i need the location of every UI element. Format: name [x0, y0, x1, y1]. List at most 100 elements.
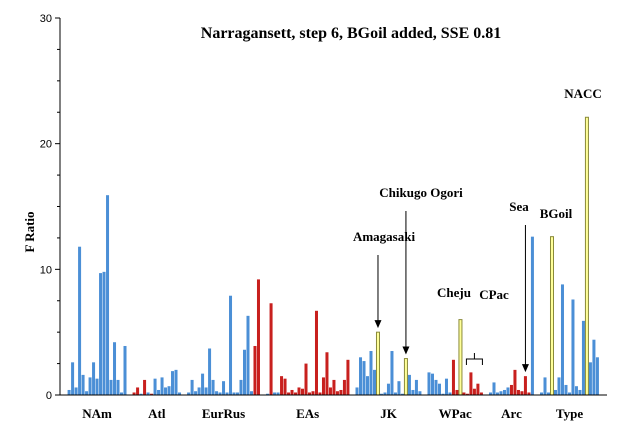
- bar: [462, 392, 466, 395]
- y-tick-label: 30: [40, 13, 52, 25]
- bar: [95, 378, 99, 395]
- x-group-label: NAm: [82, 406, 112, 421]
- bar: [437, 383, 441, 395]
- bar: [383, 392, 387, 395]
- bar: [201, 373, 205, 395]
- bar: [581, 320, 585, 395]
- bar: [102, 271, 106, 395]
- bar: [204, 387, 208, 395]
- chart-title: Narragansett, step 6, BGoil added, SSE 0…: [201, 25, 501, 42]
- bar: [171, 371, 175, 395]
- bar: [427, 372, 431, 395]
- bar: [549, 236, 554, 396]
- bar: [553, 389, 557, 395]
- bar: [287, 392, 291, 395]
- bar: [178, 392, 182, 395]
- annotation-arrowhead: [402, 346, 410, 355]
- bar: [444, 378, 448, 395]
- bar: [197, 387, 201, 395]
- x-group-label: EurRus: [202, 406, 245, 421]
- bar: [455, 389, 459, 395]
- bar: [578, 389, 582, 395]
- bar: [153, 378, 157, 395]
- bar: [495, 392, 499, 395]
- bar: [400, 393, 404, 395]
- bar: [222, 381, 226, 395]
- bar: [256, 279, 260, 395]
- bar: [276, 392, 280, 395]
- bar: [88, 377, 92, 395]
- bar: [328, 387, 332, 395]
- bar: [479, 392, 483, 395]
- x-group-label: WPac: [439, 406, 472, 421]
- bar: [465, 393, 469, 395]
- bar: [139, 393, 143, 395]
- bar: [506, 387, 510, 395]
- bar: [273, 392, 277, 395]
- annotation-label: Chikugo Ogori: [379, 185, 463, 200]
- bar: [411, 389, 415, 395]
- bar: [136, 387, 140, 395]
- bar: [369, 351, 373, 395]
- bar: [269, 303, 273, 395]
- bar: [187, 392, 191, 395]
- bar: [560, 284, 564, 395]
- annotation-label: Sea: [509, 199, 529, 214]
- bar: [120, 392, 124, 395]
- bar: [116, 379, 120, 395]
- bar: [229, 295, 233, 395]
- bar: [346, 359, 350, 395]
- annotation-label: BGoil: [540, 206, 573, 221]
- bar: [164, 387, 168, 395]
- bar: [386, 383, 390, 395]
- bar: [355, 387, 359, 395]
- bar: [523, 376, 527, 395]
- bar: [174, 369, 178, 395]
- bar: [232, 392, 236, 395]
- bar: [225, 392, 229, 395]
- y-tick-label: 0: [46, 390, 52, 402]
- bar: [314, 310, 318, 395]
- bar: [215, 391, 219, 395]
- annotation-layer: Amagasaki Chikugo Ogori Cheju CPac Sea BGoil N…: [353, 86, 602, 373]
- bar: [249, 391, 253, 395]
- bar: [379, 393, 383, 395]
- bar: [530, 236, 534, 395]
- bar: [342, 379, 346, 395]
- bar: [208, 348, 212, 395]
- bar: [390, 351, 394, 395]
- bars-layer: [67, 116, 599, 396]
- bar: [469, 372, 473, 395]
- bar: [132, 392, 136, 395]
- x-group-label: Type: [556, 406, 583, 421]
- bar: [74, 387, 78, 395]
- bar: [592, 339, 596, 395]
- bar: [335, 391, 339, 395]
- bar: [359, 357, 363, 395]
- bar: [441, 393, 445, 395]
- bar: [476, 383, 480, 395]
- bar: [499, 391, 503, 395]
- bar: [458, 319, 463, 396]
- bar: [397, 381, 401, 395]
- y-axis-label: F Ratio: [22, 211, 37, 252]
- bar: [332, 379, 336, 395]
- bar: [492, 382, 496, 395]
- bar: [366, 376, 370, 395]
- x-group-label: Arc: [501, 406, 522, 421]
- bar: [81, 374, 85, 395]
- bar: [113, 342, 117, 395]
- bar: [311, 391, 315, 395]
- x-group-label: Atl: [148, 406, 166, 421]
- axes-layer: 0 10 20 30 NAm Atl EurRus EAs JK WPac Arc Type: [40, 13, 607, 421]
- bar: [143, 379, 147, 395]
- bar: [571, 299, 575, 395]
- bar: [520, 391, 524, 395]
- annotation-label: NACC: [564, 86, 602, 101]
- bar: [513, 369, 517, 395]
- bar: [294, 392, 298, 395]
- bar: [448, 392, 452, 395]
- bar: [85, 391, 89, 395]
